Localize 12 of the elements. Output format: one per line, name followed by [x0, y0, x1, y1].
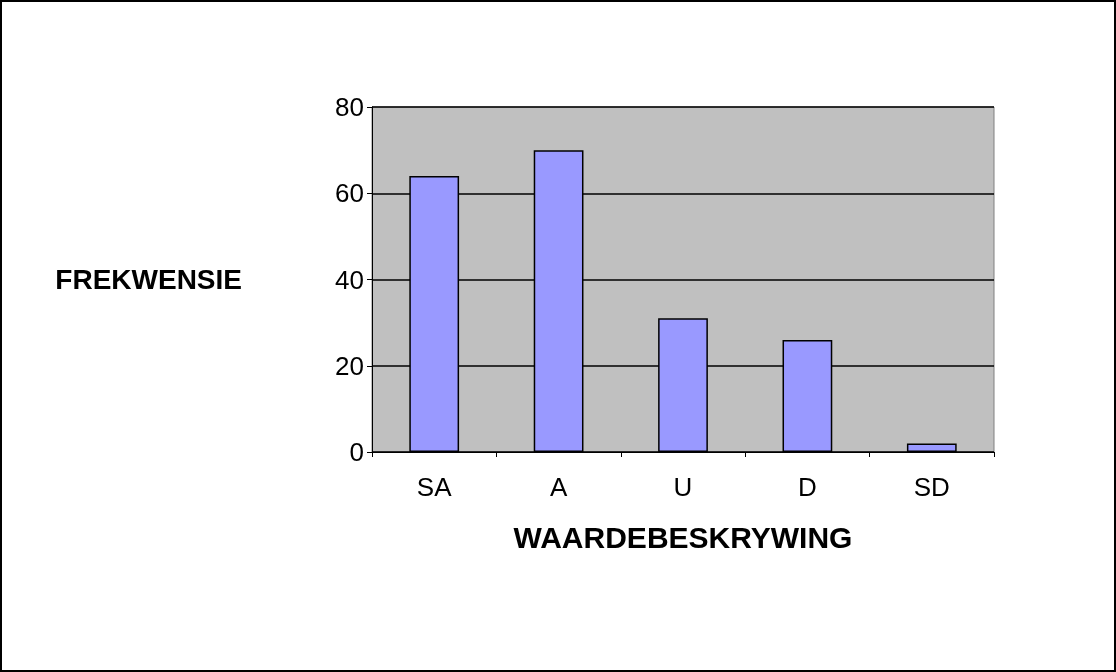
- y-tick-label: 0: [349, 437, 364, 467]
- y-axis-title: FREKWENSIE: [55, 264, 242, 295]
- y-tick-label: 20: [335, 350, 364, 381]
- x-tick-label: U: [673, 472, 693, 502]
- x-tick-label: SA: [416, 472, 453, 502]
- x-tick-label: D: [798, 472, 817, 502]
- x-tick-label: A: [549, 472, 568, 502]
- x-tick-label: SD: [913, 472, 950, 502]
- y-tick-label: 40: [335, 264, 364, 295]
- y-tick-label: 60: [335, 178, 364, 209]
- x-axis-title: WAARDEBESKRYWING: [513, 520, 853, 554]
- y-tick-label: 80: [335, 92, 364, 122]
